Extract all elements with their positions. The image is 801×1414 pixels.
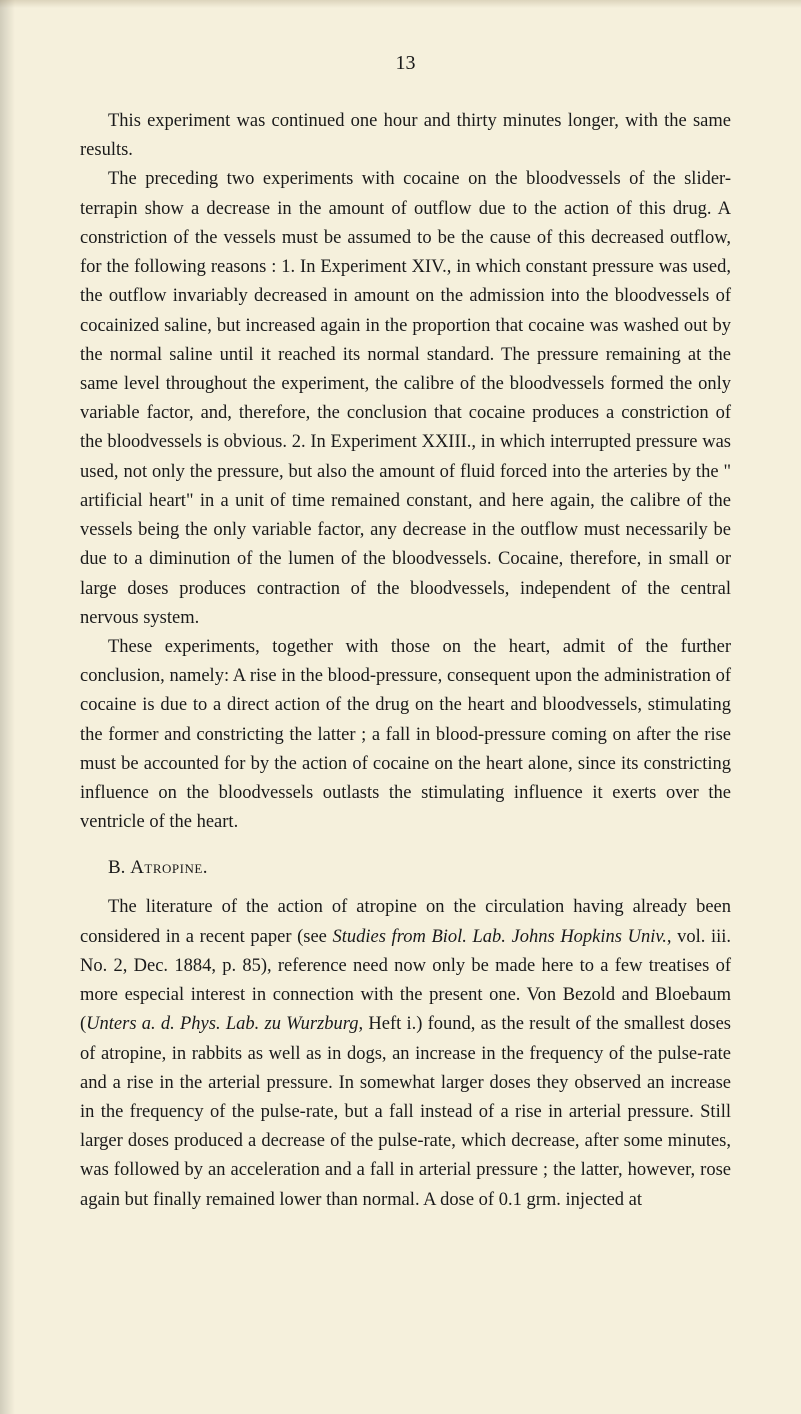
- p4-italic-2: Unters a. d. Phys. Lab. zu Wurzburg: [86, 1014, 358, 1034]
- paragraph-1: This experiment was continued one hour a…: [80, 107, 731, 165]
- paragraph-3: These experiments, together with those o…: [80, 633, 731, 838]
- section-letter: B.: [108, 857, 125, 878]
- page-number: 13: [80, 52, 731, 75]
- section-heading: B. Atropine.: [80, 857, 731, 879]
- p4-italic-1: Studies from Biol. Lab. Johns Hopkins Un…: [333, 927, 667, 947]
- paragraph-2: The preceding two experiments with cocai…: [80, 165, 731, 633]
- paragraph-4: The literature of the action of atropine…: [80, 893, 731, 1214]
- section-title: Atropine.: [130, 857, 208, 878]
- page-edge-top: [0, 0, 801, 8]
- page-shadow-left: [0, 0, 15, 1414]
- p4-text-3: , Heft i.) found, as the result of the s…: [80, 1014, 731, 1209]
